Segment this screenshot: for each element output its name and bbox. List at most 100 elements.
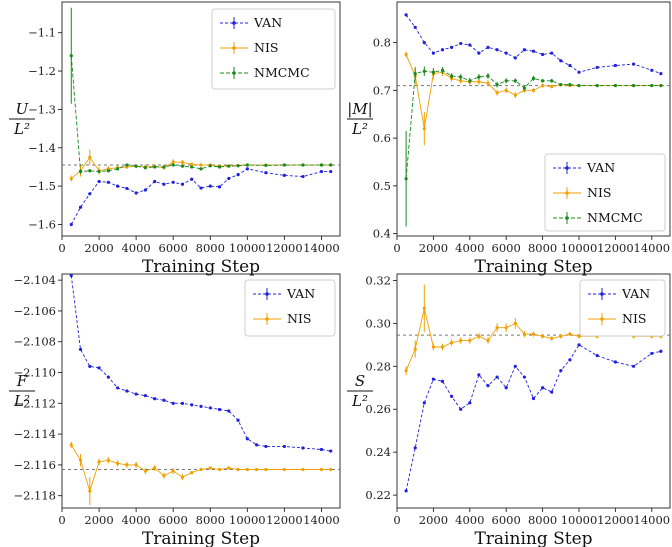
x-tick-label: 12000 bbox=[266, 241, 303, 255]
legend-marker bbox=[600, 317, 604, 321]
data-point bbox=[106, 180, 110, 184]
series-nmcmc bbox=[69, 7, 333, 174]
series-van bbox=[69, 167, 333, 227]
data-point bbox=[236, 164, 240, 168]
series-van bbox=[404, 13, 663, 76]
data-point bbox=[568, 358, 572, 362]
data-point bbox=[199, 404, 203, 408]
y-axis-label-numerator: U bbox=[16, 100, 30, 118]
y-tick-label: 0.22 bbox=[365, 488, 391, 502]
data-point bbox=[153, 179, 157, 184]
data-point bbox=[450, 341, 454, 345]
data-point bbox=[134, 191, 138, 195]
x-tick-label: 2000 bbox=[84, 513, 113, 527]
legend-marker bbox=[232, 71, 236, 75]
data-point bbox=[88, 192, 92, 196]
legend-marker bbox=[265, 292, 269, 296]
data-point bbox=[153, 397, 157, 401]
data-point bbox=[459, 41, 463, 46]
data-point bbox=[69, 54, 73, 58]
data-point bbox=[319, 163, 324, 167]
legend-box bbox=[544, 153, 666, 232]
data-point bbox=[134, 392, 138, 396]
data-point bbox=[632, 83, 636, 88]
data-point bbox=[180, 475, 185, 479]
y-tick-label: 0.8 bbox=[373, 36, 391, 50]
data-point bbox=[190, 165, 194, 169]
data-point bbox=[404, 177, 408, 181]
series-nis bbox=[404, 51, 663, 146]
series-nis bbox=[69, 149, 333, 182]
y-axis-label-denominator: L² bbox=[351, 392, 368, 410]
data-point bbox=[116, 386, 120, 390]
y-tick-label: 0.4 bbox=[373, 227, 391, 241]
data-point bbox=[531, 76, 536, 81]
x-tick-label: 0 bbox=[393, 241, 400, 255]
series-nmcmc bbox=[404, 66, 663, 227]
series-line bbox=[405, 14, 662, 75]
data-point bbox=[190, 470, 194, 475]
data-point bbox=[541, 79, 545, 83]
data-point bbox=[301, 467, 305, 472]
data-point bbox=[513, 321, 517, 325]
legend-label: NMCMC bbox=[587, 210, 643, 225]
x-tick-label: 6000 bbox=[492, 513, 521, 527]
data-point bbox=[125, 389, 129, 393]
data-point bbox=[550, 84, 554, 89]
data-point bbox=[217, 467, 222, 472]
x-tick-label: 6000 bbox=[492, 241, 521, 255]
data-point bbox=[650, 83, 654, 88]
data-point bbox=[577, 343, 581, 347]
data-point bbox=[97, 179, 101, 184]
data-point bbox=[116, 184, 120, 188]
data-point bbox=[171, 180, 175, 184]
x-tick-label: 10000 bbox=[229, 513, 266, 527]
x-tick-label: 0 bbox=[393, 513, 400, 527]
data-point bbox=[613, 63, 618, 68]
x-tick-label: 4000 bbox=[121, 513, 150, 527]
data-point bbox=[513, 79, 517, 83]
y-tick-label: −1.6 bbox=[28, 217, 56, 231]
legend-box bbox=[211, 8, 336, 90]
y-tick-label: −1.1 bbox=[28, 26, 56, 40]
data-point bbox=[486, 74, 490, 78]
legend-label: NIS bbox=[287, 311, 311, 326]
data-point bbox=[431, 51, 435, 55]
y-tick-label: 0.28 bbox=[365, 359, 391, 373]
x-tick-label: 6000 bbox=[159, 241, 188, 255]
data-point bbox=[199, 167, 203, 171]
data-point bbox=[116, 167, 120, 171]
data-point bbox=[513, 56, 517, 60]
data-point bbox=[541, 334, 545, 338]
data-point bbox=[550, 390, 554, 394]
data-point bbox=[413, 347, 417, 351]
data-point bbox=[568, 332, 572, 336]
legend: VAN NIS bbox=[579, 279, 666, 337]
data-point bbox=[568, 63, 572, 68]
data-point bbox=[171, 469, 175, 473]
legend: VAN NIS NMCMC bbox=[544, 153, 666, 232]
data-point bbox=[522, 86, 527, 90]
data-point bbox=[440, 345, 445, 349]
data-point bbox=[450, 45, 454, 49]
data-point bbox=[319, 169, 324, 174]
data-point bbox=[282, 163, 286, 167]
x-tick-label: 8000 bbox=[528, 513, 557, 527]
y-tick-label: 0.6 bbox=[373, 131, 391, 145]
data-point bbox=[431, 345, 435, 349]
data-point bbox=[595, 65, 599, 70]
data-point bbox=[236, 173, 240, 177]
data-point bbox=[568, 83, 572, 87]
y-tick-label: 0.30 bbox=[365, 316, 391, 330]
data-point bbox=[477, 80, 481, 84]
x-tick-label: 2000 bbox=[84, 241, 113, 255]
plot-frame bbox=[61, 273, 341, 509]
legend-label: VAN bbox=[286, 286, 315, 301]
data-point bbox=[106, 169, 110, 173]
data-point bbox=[541, 386, 545, 390]
data-point bbox=[541, 52, 545, 57]
data-point bbox=[459, 407, 463, 411]
data-point bbox=[504, 88, 508, 92]
data-point bbox=[559, 83, 563, 87]
